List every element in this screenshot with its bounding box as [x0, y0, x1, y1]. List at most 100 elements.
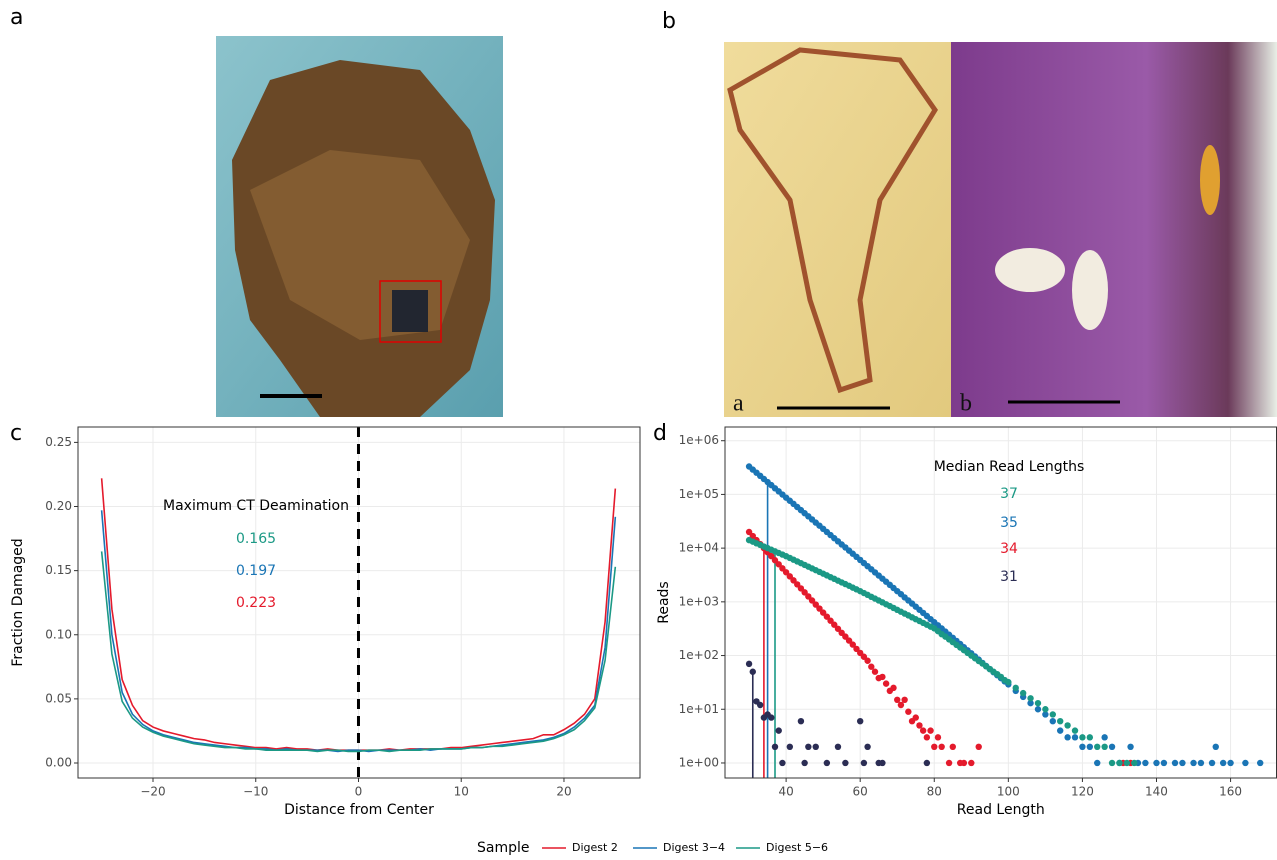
point — [1172, 760, 1178, 766]
annotation: 0.223 — [236, 595, 276, 611]
point — [1198, 760, 1204, 766]
point — [1072, 727, 1078, 733]
point — [1127, 744, 1133, 750]
point — [757, 702, 763, 708]
point — [901, 697, 907, 703]
x-tick-label: 120 — [1071, 785, 1094, 799]
y-tick-label: 1e+04 — [679, 541, 719, 555]
point — [1153, 760, 1159, 766]
point — [772, 744, 778, 750]
point — [1242, 760, 1248, 766]
point — [776, 727, 782, 733]
point — [920, 727, 926, 733]
annotation: Maximum CT Deamination — [163, 498, 349, 514]
photo-label: b — [960, 391, 972, 417]
tissue — [1200, 145, 1220, 215]
point — [935, 734, 941, 740]
y-axis-title: Reads — [656, 581, 672, 623]
point — [1094, 760, 1100, 766]
y-tick-label: 1e+06 — [679, 433, 719, 447]
photo-background — [724, 42, 951, 417]
point — [913, 714, 919, 720]
point — [1101, 734, 1107, 740]
point — [968, 760, 974, 766]
point — [1020, 690, 1026, 696]
point — [1220, 760, 1226, 766]
y-tick-label: 0.05 — [45, 691, 72, 705]
y-tick-label: 1e+05 — [679, 487, 719, 501]
y-tick-label: 1e+01 — [679, 702, 719, 716]
point — [961, 760, 967, 766]
y-tick-label: 0.00 — [45, 755, 72, 769]
point — [1079, 744, 1085, 750]
x-axis-title: Read Length — [957, 802, 1045, 818]
point — [898, 702, 904, 708]
point — [924, 734, 930, 740]
x-tick-label: 160 — [1219, 785, 1242, 799]
point — [779, 760, 785, 766]
point — [1094, 744, 1100, 750]
point — [879, 760, 885, 766]
y-axis-title: Fraction Damaged — [10, 538, 26, 666]
point — [1087, 734, 1093, 740]
panel-label: b — [662, 9, 676, 34]
point — [976, 744, 982, 750]
plot-background — [725, 427, 1277, 778]
specimen-detail — [392, 290, 428, 332]
y-tick-label: 0.15 — [45, 563, 72, 577]
y-tick-label: 0.25 — [45, 435, 72, 449]
point — [883, 680, 889, 686]
median-label: 37 — [1000, 486, 1018, 502]
y-tick-label: 1e+02 — [679, 648, 719, 662]
photo-label: a — [733, 391, 744, 417]
panel-label: a — [10, 5, 23, 30]
point — [1087, 744, 1093, 750]
y-tick-label: 0.10 — [45, 627, 72, 641]
point — [894, 697, 900, 703]
point — [1057, 718, 1063, 724]
photo-b: a b — [724, 42, 1277, 417]
point — [890, 685, 896, 691]
point — [824, 760, 830, 766]
point — [1101, 744, 1107, 750]
point — [927, 727, 933, 733]
x-tick-label: 10 — [454, 785, 469, 799]
point — [1131, 760, 1137, 766]
point — [1227, 760, 1233, 766]
photo-a — [216, 36, 503, 417]
point — [1079, 734, 1085, 740]
legend-title: Sample — [477, 840, 530, 856]
point — [861, 760, 867, 766]
point — [798, 718, 804, 724]
legend-label: Digest 5−6 — [766, 841, 828, 854]
photo-background — [951, 42, 1277, 417]
point — [750, 669, 756, 675]
point — [768, 714, 774, 720]
point — [872, 669, 878, 675]
point — [864, 658, 870, 664]
point — [924, 760, 930, 766]
point — [842, 760, 848, 766]
point — [1064, 722, 1070, 728]
tissue — [995, 248, 1065, 292]
point — [746, 661, 752, 667]
x-tick-label: 0 — [355, 785, 363, 799]
x-tick-label: 20 — [556, 785, 571, 799]
point — [1027, 695, 1033, 701]
x-axis-title: Distance from Center — [284, 802, 434, 818]
point — [938, 744, 944, 750]
point — [1109, 744, 1115, 750]
annotation: 0.165 — [236, 531, 276, 547]
point — [1050, 711, 1056, 717]
point — [801, 760, 807, 766]
point — [1213, 744, 1219, 750]
point — [1142, 760, 1148, 766]
point — [1035, 700, 1041, 706]
point — [1035, 706, 1041, 712]
point — [931, 744, 937, 750]
point — [1116, 760, 1122, 766]
x-tick-label: 40 — [778, 785, 793, 799]
y-tick-label: 0.20 — [45, 499, 72, 513]
point — [787, 744, 793, 750]
x-tick-label: 100 — [997, 785, 1020, 799]
